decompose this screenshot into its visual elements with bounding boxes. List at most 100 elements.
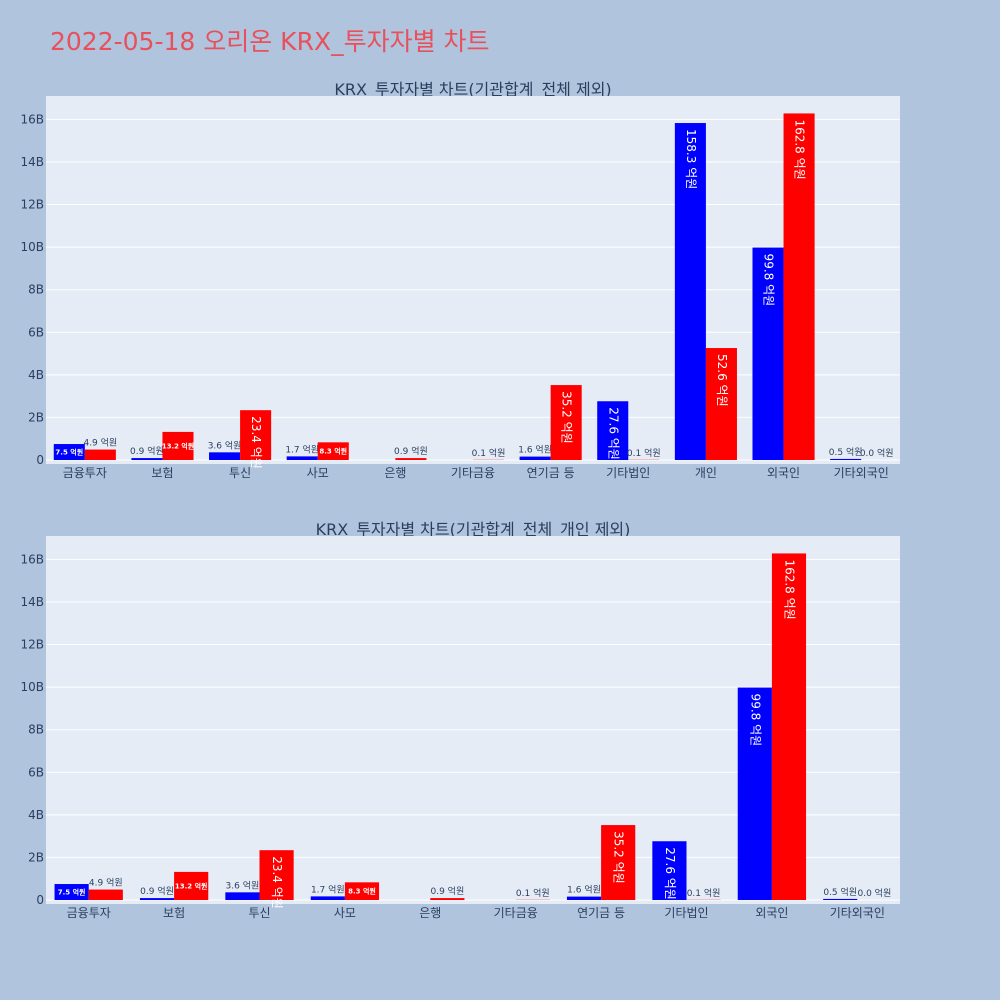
data-label: 23.4 억원 [270, 856, 284, 909]
data-label: 162.8 억원 [782, 559, 796, 619]
x-tick-label: 외국인 [767, 466, 800, 480]
bar [550, 385, 582, 460]
data-label: 0.0 억원 [858, 887, 892, 899]
y-tick-label: 10B [20, 240, 44, 254]
data-label: 0.0 억원 [860, 447, 894, 459]
data-label: 23.4 억원 [249, 416, 263, 469]
x-tick-label: 기타금융 [494, 906, 538, 920]
data-label: 1.6 억원 [518, 444, 552, 456]
data-label: 27.6 억원 [663, 847, 677, 900]
y-tick-label: 0 [36, 453, 44, 467]
data-label: 0.1 억원 [516, 887, 550, 899]
chart-title: KRX_투자자별 차트(기관합계_전체 제외) [334, 80, 611, 100]
bar [344, 882, 380, 900]
data-label: 0.9 억원 [394, 445, 428, 457]
bar [783, 113, 815, 461]
y-tick-label: 12B [20, 198, 44, 212]
bar [601, 825, 636, 900]
bar [737, 687, 772, 900]
data-label: 0.9 억원 [431, 885, 465, 897]
x-tick-label: 보험 [151, 466, 173, 480]
x-tick-label: 은행 [384, 465, 406, 480]
x-tick-label: 기타법인 [606, 466, 650, 480]
bar [652, 841, 687, 900]
data-label: 4.9 억원 [83, 437, 117, 449]
bar [310, 896, 345, 900]
data-label: 162.8 억원 [793, 119, 807, 179]
bar [139, 898, 175, 900]
bar [823, 898, 858, 900]
x-tick-label: 투신 [229, 466, 251, 480]
x-tick-label: 사모 [307, 466, 329, 480]
y-tick-label: 14B [20, 155, 44, 169]
bar [54, 884, 89, 900]
data-label: 0.9 억원 [140, 885, 174, 897]
bar [830, 458, 862, 460]
bar [88, 889, 123, 900]
bar [674, 123, 706, 460]
data-label: 52.6 억원 [715, 354, 729, 407]
bar [597, 401, 629, 460]
y-tick-label: 4B [28, 368, 44, 382]
data-label: 13.2 억원 [175, 881, 208, 890]
data-label: 1.7 억원 [311, 883, 345, 895]
y-tick-label: 16B [20, 112, 44, 126]
bar [566, 896, 602, 900]
x-tick-label: 금융투자 [63, 466, 107, 480]
data-label: 0.1 억원 [687, 887, 721, 899]
data-label: 0.5 억원 [823, 886, 857, 898]
bar [53, 444, 85, 460]
y-tick-label: 12B [20, 638, 44, 652]
bar [240, 410, 272, 460]
y-tick-label: 10B [20, 680, 44, 694]
y-tick-label: 2B [28, 410, 44, 424]
data-label: 4.9 억원 [89, 877, 123, 889]
y-tick-label: 6B [28, 325, 44, 339]
bar [519, 456, 551, 460]
bar [209, 452, 241, 460]
x-tick-label: 연기금 등 [577, 906, 625, 920]
x-tick-label: 외국인 [755, 906, 788, 920]
chart-bottom: KRX_투자자별 차트(기관합계_전체_개인 제외) 0 2B 4B 6B 8B 10B 1… [20, 520, 900, 920]
y-tick-label: 4B [28, 808, 44, 822]
data-label: 0.1 억원 [627, 447, 661, 459]
x-tick-label: 기타외국인 [830, 906, 885, 920]
data-label: 13.2 억원 [162, 441, 194, 450]
data-label: 99.8 억원 [762, 254, 776, 307]
bar [705, 348, 737, 460]
x-tick-label: 은행 [419, 905, 441, 920]
y-tick-label: 0 [36, 893, 44, 907]
data-label: 35.2 억원 [612, 831, 626, 884]
bar [131, 458, 163, 460]
data-label: 1.7 억원 [285, 443, 319, 455]
x-tick-label: 기타금융 [451, 466, 495, 480]
bar [84, 449, 116, 460]
x-tick-label: 기타법인 [664, 906, 708, 920]
data-label: 27.6 억원 [606, 407, 620, 460]
data-label: 3.6 억원 [208, 439, 242, 451]
y-tick-label: 2B [28, 850, 44, 864]
x-tick-label: 사모 [334, 906, 356, 920]
data-label: 0.1 억원 [472, 447, 506, 459]
page-title: 2022-05-18 오리온 KRX_투자자별 차트 [50, 27, 490, 56]
bar [286, 456, 318, 460]
x-tick-label: 연기금 등 [527, 466, 575, 480]
data-label: 7.5 억원 [58, 887, 86, 896]
data-label: 158.3 억원 [684, 129, 698, 189]
x-tick-label: 금융투자 [67, 906, 111, 920]
y-tick-label: 16B [20, 552, 44, 566]
data-label: 0.9 억원 [130, 445, 164, 457]
data-label: 99.8 억원 [748, 694, 762, 747]
x-tick-label: 기타외국인 [834, 466, 889, 480]
data-label: 35.2 억원 [560, 391, 574, 444]
y-tick-label: 14B [20, 595, 44, 609]
bar [752, 247, 784, 460]
x-tick-label: 개인 [695, 466, 717, 480]
x-tick-label: 투신 [248, 906, 270, 920]
y-tick-label: 6B [28, 765, 44, 779]
bar [225, 892, 260, 900]
data-label: 7.5 억원 [55, 447, 83, 456]
bar [395, 458, 427, 460]
data-label: 3.6 억원 [226, 879, 260, 891]
bar [317, 442, 349, 460]
